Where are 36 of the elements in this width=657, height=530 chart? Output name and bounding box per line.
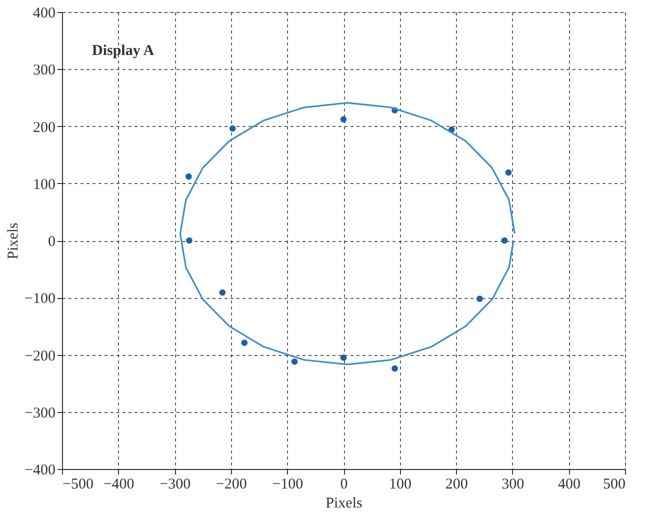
point bbox=[476, 296, 483, 302]
y-tick-label: −400 bbox=[24, 462, 56, 478]
annotation: Display A bbox=[92, 43, 154, 59]
x-tick-label: 0 bbox=[340, 476, 348, 492]
y-tick-label: 100 bbox=[33, 176, 56, 193]
y-tick-label: −200 bbox=[24, 348, 56, 364]
x-tick-label: 500 bbox=[603, 476, 626, 492]
x-tick-label: −300 bbox=[160, 476, 191, 492]
x-tick-label: −100 bbox=[272, 476, 304, 492]
point bbox=[186, 237, 192, 244]
y-tick-label: 400 bbox=[33, 6, 56, 22]
point bbox=[219, 289, 226, 296]
x-tick-label: −400 bbox=[103, 476, 134, 492]
point bbox=[340, 116, 347, 123]
y-tick-label: −300 bbox=[24, 405, 56, 422]
x-tick-label: 400 bbox=[558, 476, 580, 492]
point bbox=[291, 358, 298, 365]
point bbox=[501, 237, 508, 244]
point bbox=[392, 365, 398, 372]
point bbox=[186, 173, 192, 180]
x-tick-label: 300 bbox=[502, 476, 524, 492]
x-tick-label: −500 bbox=[62, 476, 94, 492]
y-tick-label: 300 bbox=[33, 62, 56, 79]
x-tick-label: 100 bbox=[389, 476, 412, 492]
y-tick-label: −100 bbox=[24, 291, 56, 308]
y-tick-label: 200 bbox=[33, 120, 56, 136]
x-tick-label: −200 bbox=[216, 476, 247, 492]
line-series bbox=[179, 102, 516, 366]
x-axis-title: Pixels bbox=[326, 496, 362, 512]
x-tick-label: 200 bbox=[445, 476, 468, 492]
point bbox=[340, 354, 347, 361]
point bbox=[505, 169, 512, 176]
y-tick-label: 0 bbox=[48, 234, 56, 250]
y-axis-title: Pixels bbox=[6, 222, 22, 260]
point bbox=[229, 125, 236, 132]
point bbox=[241, 340, 248, 346]
